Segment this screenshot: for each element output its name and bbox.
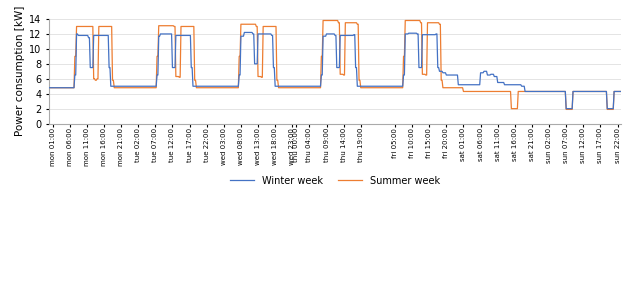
Line: Winter week: Winter week: [49, 33, 623, 109]
Summer week: [562, 108, 570, 111]
Winter week: [567, 107, 575, 110]
Winter week: [619, 90, 627, 93]
Y-axis label: Power consumption [kW]: Power consumption [kW]: [15, 6, 25, 137]
Winter week: [198, 84, 206, 88]
Summer week: [233, 86, 240, 89]
Summer week: [319, 19, 327, 22]
Winter week: [139, 84, 146, 88]
Summer week: [45, 86, 53, 89]
Winter week: [45, 86, 53, 89]
Winter week: [562, 107, 570, 110]
Winter week: [233, 84, 240, 88]
Winter week: [530, 90, 537, 93]
Summer week: [62, 86, 69, 89]
Summer week: [567, 108, 575, 111]
Line: Summer week: Summer week: [49, 21, 623, 109]
Summer week: [619, 90, 627, 93]
Summer week: [198, 86, 206, 89]
Legend: Winter week, Summer week: Winter week, Summer week: [226, 172, 444, 190]
Summer week: [139, 86, 146, 89]
Summer week: [530, 90, 537, 93]
Winter week: [240, 31, 248, 34]
Winter week: [62, 86, 69, 89]
